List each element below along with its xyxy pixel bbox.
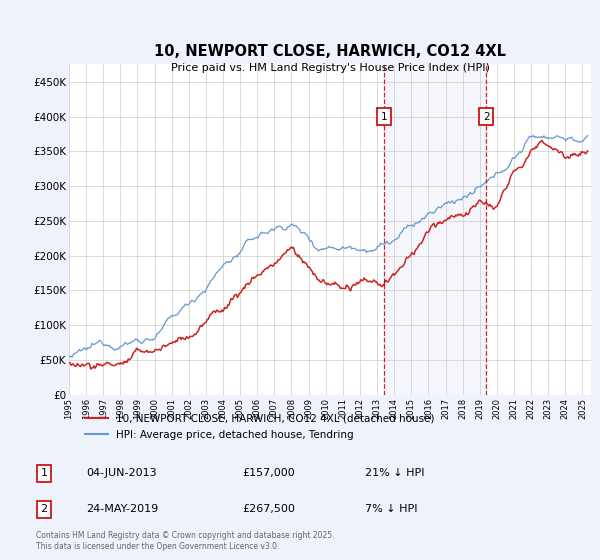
Text: Price paid vs. HM Land Registry's House Price Index (HPI): Price paid vs. HM Land Registry's House … bbox=[170, 63, 490, 73]
Legend: 10, NEWPORT CLOSE, HARWICH, CO12 4XL (detached house), HPI: Average price, detac: 10, NEWPORT CLOSE, HARWICH, CO12 4XL (de… bbox=[79, 408, 440, 446]
Text: 10, NEWPORT CLOSE, HARWICH, CO12 4XL: 10, NEWPORT CLOSE, HARWICH, CO12 4XL bbox=[154, 44, 506, 59]
Text: £157,000: £157,000 bbox=[242, 468, 295, 478]
Text: 2: 2 bbox=[483, 111, 490, 122]
Text: 21% ↓ HPI: 21% ↓ HPI bbox=[365, 468, 424, 478]
Text: 1: 1 bbox=[381, 111, 388, 122]
Bar bbox=[384, 64, 487, 395]
Text: 24-MAY-2019: 24-MAY-2019 bbox=[86, 505, 158, 515]
Text: 1: 1 bbox=[40, 468, 47, 478]
Text: £267,500: £267,500 bbox=[242, 505, 295, 515]
Text: 04-JUN-2013: 04-JUN-2013 bbox=[86, 468, 157, 478]
Text: Contains HM Land Registry data © Crown copyright and database right 2025.
This d: Contains HM Land Registry data © Crown c… bbox=[35, 531, 334, 551]
Text: 7% ↓ HPI: 7% ↓ HPI bbox=[365, 505, 418, 515]
Text: 2: 2 bbox=[40, 505, 47, 515]
